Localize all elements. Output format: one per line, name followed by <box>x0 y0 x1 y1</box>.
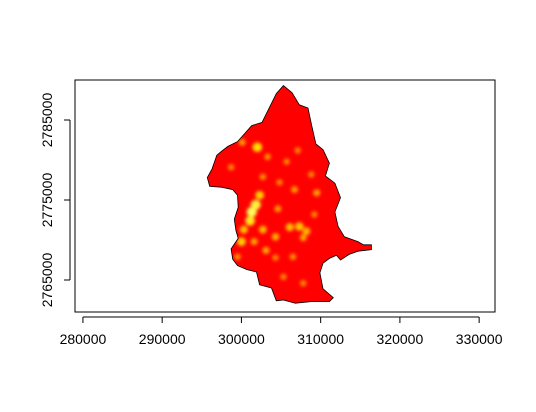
y-axis: 2765000 2775000 2785000 <box>39 93 71 308</box>
hotspot <box>302 227 311 236</box>
x-tick-label: 310000 <box>297 331 344 347</box>
hotspot <box>258 225 267 234</box>
hotspot <box>276 179 283 186</box>
x-tick-label: 280000 <box>60 331 107 347</box>
hotspot <box>311 211 318 218</box>
map-layer <box>206 85 372 304</box>
hotspot <box>285 223 294 232</box>
hotspot <box>245 215 256 226</box>
hotspot <box>238 138 246 146</box>
y-tick-label: 2785000 <box>39 93 55 148</box>
hotspot <box>291 186 298 194</box>
hotspot <box>271 233 280 241</box>
hotspot <box>289 253 297 261</box>
x-tick-label: 300000 <box>218 331 265 347</box>
hotspot <box>283 158 290 165</box>
hotspot <box>300 280 307 287</box>
hotspot <box>259 173 267 181</box>
hotspot <box>280 273 287 280</box>
hotspot <box>227 164 235 171</box>
hotspot <box>313 189 321 197</box>
hotspot <box>255 190 264 200</box>
hotspot <box>250 199 261 210</box>
hotspot <box>294 147 301 154</box>
x-tick-label: 320000 <box>377 331 424 347</box>
hotspot <box>274 205 282 213</box>
hotspot <box>234 253 241 261</box>
hotspot <box>264 153 271 161</box>
y-tick-label: 2765000 <box>39 253 55 308</box>
hotspot-layer <box>227 138 321 287</box>
y-tick-label: 2775000 <box>39 173 55 228</box>
plot-box <box>74 79 496 313</box>
hotspot <box>308 171 315 178</box>
hotspot <box>250 238 258 246</box>
hotspot <box>262 246 270 254</box>
hotspot <box>239 225 248 234</box>
region-fill <box>207 85 372 304</box>
hotspot <box>299 234 307 242</box>
hotspot <box>237 237 246 247</box>
hotspot <box>272 254 279 261</box>
x-tick-label: 290000 <box>139 331 186 347</box>
x-tick-label: 330000 <box>456 331 503 347</box>
region-border <box>206 85 372 304</box>
hotspot <box>295 222 304 231</box>
x-axis: 280000 290000 300000 310000 320000 330000 <box>60 316 503 347</box>
hotspot <box>252 142 263 152</box>
